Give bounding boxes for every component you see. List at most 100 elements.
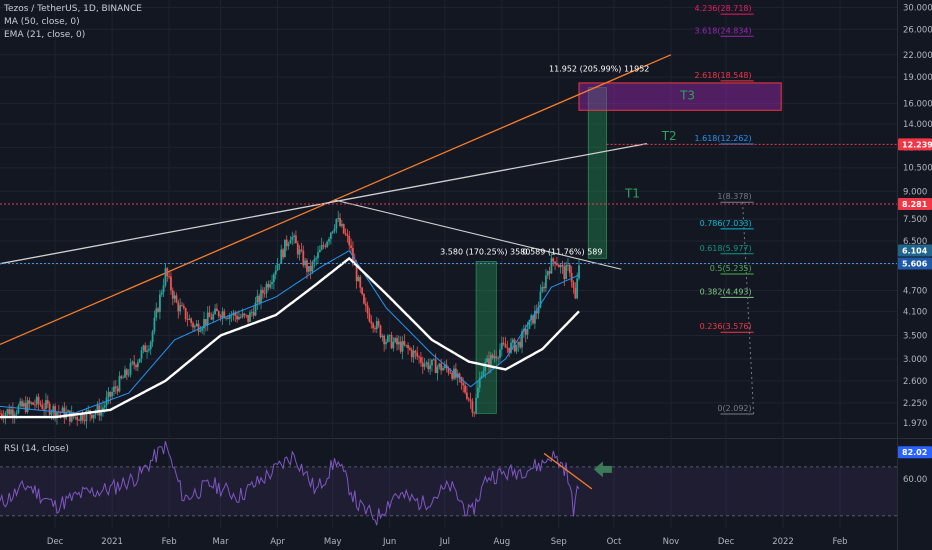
candle-body (484, 362, 487, 371)
candle-body (403, 341, 406, 346)
candle-body (317, 252, 319, 259)
candle-body (306, 260, 308, 272)
candle-body (96, 405, 99, 413)
candle-body (508, 347, 511, 353)
y-tick-label: 4.100 (903, 307, 927, 317)
price-badge-label: 8.281 (902, 200, 928, 209)
candle-body (477, 387, 479, 398)
candle-body (206, 312, 209, 325)
candle-body (458, 373, 461, 378)
candle-body (204, 319, 207, 325)
candle-body (420, 357, 422, 363)
measure-left-label: 3.580 (170.25%) 3580 (440, 247, 530, 256)
candle-body (340, 223, 343, 227)
candle-body (271, 282, 273, 285)
candle-body (329, 232, 332, 239)
candle-body (333, 228, 336, 232)
candle-body (267, 283, 270, 288)
candle-body (296, 243, 299, 255)
x-tick-label: Nov (663, 537, 680, 547)
ema-legend: EMA (21, close, 0) (4, 30, 86, 40)
candle-body (6, 409, 9, 414)
candle-body (405, 344, 408, 346)
candle-body (344, 233, 347, 235)
candle-body (15, 413, 18, 415)
fib-level-label: 0.618(5.977) (700, 244, 752, 253)
x-tick-label: Jun (382, 537, 396, 547)
candle-body (41, 405, 44, 409)
price-badge (898, 197, 932, 210)
candle-body (245, 314, 248, 316)
candle-body (48, 403, 51, 415)
symbol-legend: Tezos / TetherUS, 1D, BINANCE (4, 4, 142, 14)
candle-body (238, 316, 240, 320)
candle-body (46, 400, 49, 404)
candle-body (432, 359, 435, 361)
rsi-line (0, 441, 580, 526)
candle-body (304, 260, 307, 266)
candle-body (440, 363, 443, 371)
candle-body (364, 303, 367, 306)
fib-level-label: 0(2.092) (717, 404, 751, 413)
candle-body (464, 385, 466, 393)
candle-body (221, 311, 224, 318)
candle-body (383, 335, 386, 345)
candle-body (556, 263, 558, 265)
candle-body (4, 413, 7, 419)
x-tick-label: Jul (439, 537, 450, 547)
measure-box-big (587, 87, 607, 259)
candle-body (252, 312, 255, 316)
price-badge-label: 5.606 (902, 260, 928, 269)
fib-level-label: 0.236(3.576) (700, 322, 752, 331)
candle-body (357, 277, 360, 282)
candle-body (429, 365, 432, 370)
candle-body (491, 354, 494, 358)
candle-body (0, 413, 1, 415)
candle-body (87, 410, 90, 412)
candle-body (311, 261, 314, 272)
candle-body (61, 407, 64, 413)
candle-body (127, 374, 130, 376)
candle-body (322, 245, 325, 247)
candle-body (434, 359, 437, 374)
candle-body (561, 265, 564, 267)
candle-body (519, 341, 522, 348)
x-tick-label: Apr (270, 537, 285, 547)
candle-body (438, 363, 441, 368)
candle-body (510, 342, 512, 353)
fib-level-label: 0.382(4.493) (700, 287, 752, 296)
x-tick-label: Oct (607, 537, 622, 547)
candle-body (493, 356, 496, 358)
candle-body (421, 362, 424, 367)
candle-body (149, 342, 152, 350)
candle-body (109, 391, 112, 397)
candle-body (546, 271, 549, 276)
fib-level-label: 1.618(12.262) (694, 134, 751, 143)
candle-body (184, 307, 187, 320)
candle-body (0, 413, 3, 417)
candle-body (32, 402, 34, 405)
y-tick-label: 7.500 (903, 215, 927, 225)
candle-body (392, 341, 395, 349)
candle-body (532, 315, 534, 324)
candle-body (480, 376, 483, 378)
candle-body (10, 409, 12, 415)
white-trendline-down (334, 199, 622, 270)
y-tick-label: 3.500 (903, 331, 927, 341)
candle-body (348, 235, 351, 246)
candle-body (366, 305, 369, 314)
candle-body (442, 368, 444, 371)
candle-body (280, 249, 283, 264)
fib-trend-dotted (742, 202, 755, 415)
x-tick-label: Dec (47, 537, 64, 547)
candle-body (530, 315, 533, 320)
candle-body (17, 405, 20, 414)
candle-body (22, 402, 25, 407)
candle-body (140, 350, 143, 359)
candle-body (488, 358, 490, 367)
candle-body (186, 319, 189, 320)
candle-body (214, 308, 216, 315)
candle-body (381, 335, 384, 338)
candle-body (210, 317, 213, 320)
